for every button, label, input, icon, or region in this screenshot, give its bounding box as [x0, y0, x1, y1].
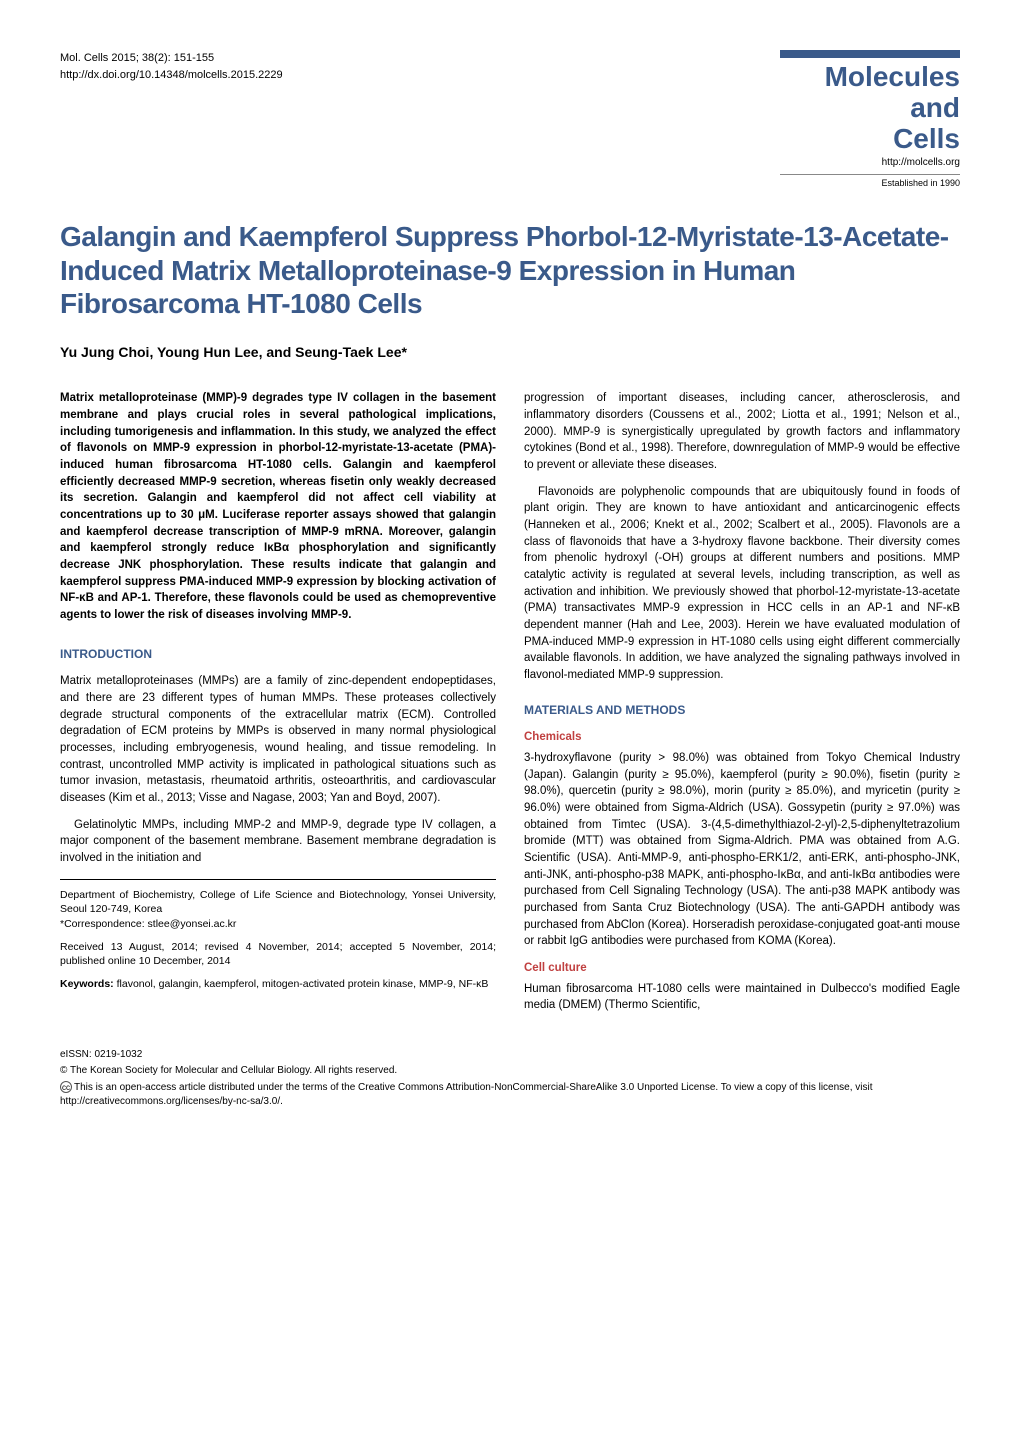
chemicals-paragraph: 3-hydroxyflavone (purity > 98.0%) was ob…: [524, 750, 960, 950]
keywords-block: Keywords: flavonol, galangin, kaempferol…: [60, 977, 496, 992]
keywords-text: flavonol, galangin, kaempferol, mitogen-…: [114, 978, 489, 990]
cell-culture-paragraph: Human fibrosarcoma HT-1080 cells were ma…: [524, 981, 960, 1014]
column-left: Matrix metalloproteinase (MMP)-9 degrade…: [60, 390, 496, 1024]
brand-bar: [780, 50, 960, 58]
intro-continued-p1: progression of important diseases, inclu…: [524, 390, 960, 473]
page-footer: eISSN: 0219-1032 © The Korean Society fo…: [60, 1048, 960, 1110]
author-list: Yu Jung Choi, Young Hun Lee, and Seung-T…: [60, 343, 960, 363]
citation-text: Mol. Cells 2015; 38(2): 151-155: [60, 50, 283, 67]
column-right: progression of important diseases, inclu…: [524, 390, 960, 1024]
article-title: Galangin and Kaempferol Suppress Phorbol…: [60, 220, 960, 321]
license-line: ccThis is an open-access article distrib…: [60, 1081, 960, 1110]
divider: [60, 879, 496, 880]
citation-block: Mol. Cells 2015; 38(2): 151-155 http://d…: [60, 50, 283, 83]
journal-name-line1: Molecules: [780, 62, 960, 93]
doi-link[interactable]: http://dx.doi.org/10.14348/molcells.2015…: [60, 67, 283, 84]
intro-continued-p2: Flavonoids are polyphenolic compounds th…: [524, 484, 960, 684]
intro-paragraph-1: Matrix metalloproteinases (MMPs) are a f…: [60, 673, 496, 806]
brand-thinbar: [780, 174, 960, 175]
established-text: Established in 1990: [780, 177, 960, 190]
cc-icon: cc: [60, 1081, 72, 1093]
subsection-chemicals: Chemicals: [524, 729, 960, 746]
journal-brand: Molecules and Cells http://molcells.org …: [780, 50, 960, 190]
section-heading-introduction: INTRODUCTION: [60, 646, 496, 663]
correspondence: *Correspondence: stlee@yonsei.ac.kr: [60, 918, 236, 930]
abstract-text: Matrix metalloproteinase (MMP)-9 degrade…: [60, 390, 496, 623]
eissn: eISSN: 0219-1032: [60, 1048, 960, 1063]
section-heading-methods: MATERIALS AND METHODS: [524, 702, 960, 719]
journal-name-line2: and: [780, 93, 960, 124]
affiliation: Department of Biochemistry, College of L…: [60, 888, 496, 932]
intro-paragraph-2: Gelatinolytic MMPs, including MMP-2 and …: [60, 817, 496, 867]
journal-name-line3: Cells: [780, 124, 960, 155]
journal-logo: Molecules and Cells: [780, 62, 960, 154]
copyright: © The Korean Society for Molecular and C…: [60, 1064, 960, 1079]
affiliation-text: Department of Biochemistry, College of L…: [60, 889, 496, 916]
keywords-label: Keywords:: [60, 978, 114, 990]
body-columns: Matrix metalloproteinase (MMP)-9 degrade…: [60, 390, 960, 1024]
article-dates: Received 13 August, 2014; revised 4 Nove…: [60, 940, 496, 969]
journal-url[interactable]: http://molcells.org: [780, 156, 960, 170]
license-text: This is an open-access article distribut…: [60, 1082, 873, 1108]
page-header: Mol. Cells 2015; 38(2): 151-155 http://d…: [60, 50, 960, 190]
subsection-cell-culture: Cell culture: [524, 960, 960, 977]
